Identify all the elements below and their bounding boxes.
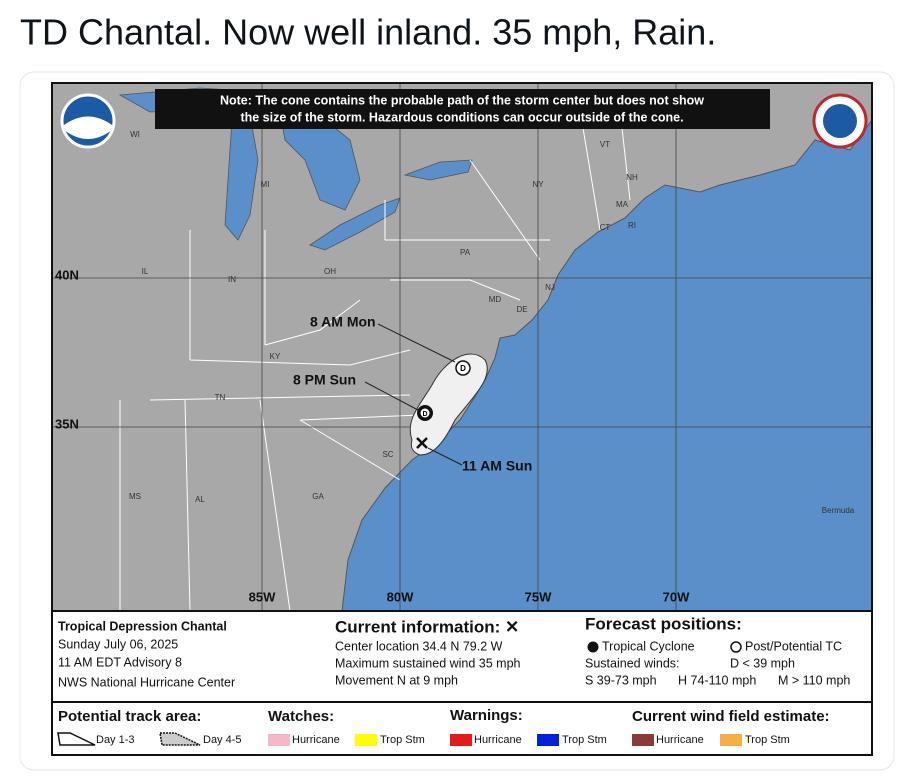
leader-line bbox=[377, 323, 456, 363]
place-label: GA bbox=[312, 492, 324, 501]
map: 40N 35N 85W 80W 75W 70W WI MI IL IN OH KY TN MS… bbox=[51, 82, 873, 612]
grid-label: 80W bbox=[387, 589, 414, 604]
land bbox=[51, 82, 873, 612]
legend-heading: Warnings: bbox=[450, 707, 523, 724]
lat-lon-grid bbox=[52, 83, 872, 611]
track-label: 11 AM Sun bbox=[462, 458, 532, 474]
forecast-info: M > 110 mph bbox=[778, 673, 850, 687]
place-label: Bermuda bbox=[822, 506, 855, 515]
legend-item: Hurricane bbox=[474, 734, 522, 746]
tc-marker-inner bbox=[420, 408, 430, 418]
storm-info: Sunday July 06, 2025 bbox=[58, 637, 178, 651]
place-label: TN bbox=[215, 393, 226, 402]
legend-item: Trop Stm bbox=[745, 734, 790, 746]
marker-letter: D bbox=[460, 364, 466, 373]
legend-item: Day 4-5 bbox=[203, 734, 242, 746]
post-text: TD Chantal. Now well inland. 35 mph, Rai… bbox=[20, 12, 716, 53]
swatch bbox=[537, 734, 559, 746]
legend-heading: Current wind field estimate: bbox=[632, 708, 830, 725]
forecast-info: H 74-110 mph bbox=[678, 673, 756, 687]
current-info: Movement N at 9 mph bbox=[335, 673, 458, 687]
storm-name: Tropical Depression Chantal bbox=[58, 619, 227, 633]
forecast-info: Tropical Cyclone bbox=[602, 639, 695, 653]
nws-logo-inner bbox=[823, 104, 857, 138]
place-label: PA bbox=[460, 248, 471, 257]
marker-letter: D bbox=[422, 411, 427, 418]
post-tc-marker bbox=[455, 360, 471, 376]
track-label: 8 AM Mon bbox=[310, 314, 376, 330]
grid-label: 75W bbox=[525, 589, 552, 604]
current-title: Current information: ✕ bbox=[335, 617, 519, 636]
swatch bbox=[450, 734, 472, 746]
legend-day45 bbox=[159, 732, 201, 746]
forecast-info: Sustained winds: bbox=[585, 656, 680, 670]
place-label: SC bbox=[382, 450, 393, 459]
legend-day13 bbox=[57, 732, 96, 746]
grid-label: 40N bbox=[55, 267, 79, 282]
leader-line bbox=[364, 381, 419, 411]
grid-label: 35N bbox=[55, 416, 79, 431]
legend-item: Day 1-3 bbox=[96, 734, 135, 746]
info-panel bbox=[51, 610, 873, 756]
forecast-cone bbox=[409, 353, 488, 456]
place-label: IN bbox=[228, 275, 236, 284]
note-line: Note: The cone contains the probable pat… bbox=[220, 93, 704, 107]
place-label: KY bbox=[270, 352, 281, 361]
note-line: the size of the storm. Hazardous conditi… bbox=[240, 110, 683, 124]
grid-label: 85W bbox=[249, 589, 276, 604]
forecast-info: D < 39 mph bbox=[730, 656, 795, 670]
swatch bbox=[632, 734, 654, 746]
current-position bbox=[416, 437, 428, 449]
legend-heading: Potential track area: bbox=[58, 708, 201, 725]
current-info: Center location 34.4 N 79.2 W bbox=[335, 639, 503, 653]
forecast-title: Forecast positions: bbox=[585, 614, 742, 633]
swatch bbox=[268, 734, 290, 746]
place-label: MI bbox=[261, 180, 270, 189]
place-label: OH bbox=[324, 267, 336, 276]
swatch bbox=[355, 734, 377, 746]
place-label: MS bbox=[129, 492, 141, 501]
storm-info: 11 AM EDT Advisory 8 bbox=[58, 655, 182, 669]
forecast-info: S 39-73 mph bbox=[585, 673, 657, 687]
place-label: NJ bbox=[545, 283, 555, 292]
legend-heading: Watches: bbox=[268, 708, 334, 725]
grid-label: 70W bbox=[663, 589, 690, 604]
swatch bbox=[720, 734, 742, 746]
forecast-info: Post/Potential TC bbox=[745, 639, 842, 653]
place-label: MD bbox=[489, 295, 502, 304]
place-label: IL bbox=[142, 267, 149, 276]
leader-line bbox=[427, 447, 463, 466]
track-label: 8 PM Sun bbox=[293, 372, 356, 388]
legend-item: Hurricane bbox=[656, 734, 704, 746]
noaa-logo-wave bbox=[64, 116, 112, 139]
place-label: VT bbox=[600, 140, 610, 149]
place-label: RI bbox=[628, 221, 636, 230]
legend-item: Trop Stm bbox=[562, 734, 607, 746]
state-lines bbox=[119, 109, 631, 612]
place-label: AL bbox=[195, 495, 205, 504]
note-box bbox=[155, 89, 770, 129]
legend-item: Trop Stm bbox=[380, 734, 425, 746]
place-label: NY bbox=[532, 180, 544, 189]
legend-item: Hurricane bbox=[292, 734, 340, 746]
place-label: CT bbox=[600, 223, 611, 232]
place-label: NH bbox=[626, 173, 638, 182]
place-label: WI bbox=[130, 130, 140, 139]
current-info: Maximum sustained wind 35 mph bbox=[335, 656, 521, 670]
legend-post-tc bbox=[730, 641, 742, 653]
legend-tc bbox=[587, 641, 599, 653]
place-label: MA bbox=[616, 200, 629, 209]
storm-info: NWS National Hurricane Center bbox=[58, 675, 235, 689]
place-label: DE bbox=[516, 305, 527, 314]
